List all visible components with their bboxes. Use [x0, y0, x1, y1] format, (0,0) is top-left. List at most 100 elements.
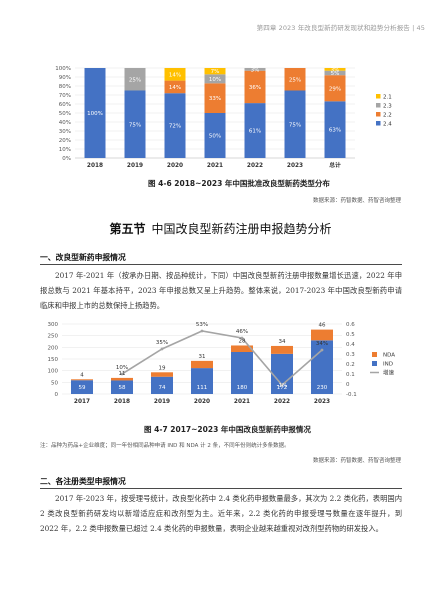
right-y-tick-label: 0	[346, 382, 350, 388]
legend-label: 2.2	[383, 113, 392, 119]
figure-source: 数据来源：药智数据、药智咨询整理	[313, 458, 402, 464]
bar-data-label: 14%	[169, 72, 181, 78]
bar-segment	[284, 90, 306, 158]
bar-data-label: 3%	[331, 67, 340, 73]
x-tick-label: 2021	[234, 399, 250, 405]
right-y-tick-label: 0.2	[346, 362, 355, 368]
figure-caption: 图 4-7 2017~2023 年中国改良型新药申报情况	[144, 425, 311, 434]
ind-data-label: 59	[79, 385, 86, 391]
approved-type-distribution-chart: 0% 10% 20% 30% 40% 50% 60% 70% 80% 90% 100% 100% 201…	[55, 66, 392, 169]
bar-data-label: 33%	[209, 96, 221, 102]
page-header: 第四章 2023 年改良型新药研发现状和趋势分析报告 | 45	[256, 24, 425, 32]
subsection-divider	[40, 264, 402, 265]
growth-point	[120, 372, 124, 376]
bar-segment	[124, 68, 146, 91]
left-y-tick-label: 50	[51, 380, 58, 386]
bar-data-label: 14%	[169, 85, 181, 91]
x-tick-label: 2018	[114, 399, 130, 405]
ind-data-label: 111	[197, 385, 208, 391]
bar-nda	[151, 372, 173, 377]
bar-ind	[271, 353, 293, 394]
legend-swatch	[376, 121, 381, 126]
section-title: 第五节 中国改良型新药注册申报趋势分析	[0, 220, 441, 237]
bar-segment	[204, 68, 226, 75]
right-y-tick-label: 0.6	[346, 322, 355, 328]
bar-segment	[244, 103, 266, 158]
growth-line	[121, 330, 323, 387]
x-tick-label: 总计	[329, 161, 341, 169]
x-tick-label: 2019	[127, 163, 143, 169]
subsection-title: 二、各注册类型申报情况	[40, 477, 126, 486]
bar-segment	[324, 68, 346, 71]
paragraph: 2017 年-2021 年（按承办日期、按品种统计，下同）中国改良型新药注册申报…	[40, 271, 402, 310]
bar-data-label: 25%	[129, 77, 141, 83]
bar-segment	[324, 70, 346, 76]
y-tick-label: 40%	[59, 120, 71, 126]
x-tick-label: 2022	[247, 163, 263, 169]
growth-point	[200, 329, 204, 333]
legend-swatch	[376, 112, 381, 117]
legend-label: 增速	[383, 369, 395, 377]
bar-data-label: 5%	[331, 71, 340, 77]
y-tick-label: 30%	[59, 129, 71, 135]
bar-data-label: 72%	[169, 124, 181, 130]
ind-data-label: 172	[277, 385, 288, 391]
growth-data-label: 35%	[156, 340, 168, 346]
y-tick-label: 0%	[62, 156, 71, 162]
bar-data-label: 10%	[209, 77, 221, 83]
bar-segment	[204, 74, 226, 84]
bar-data-label: 75%	[129, 122, 141, 128]
bar-data-label: 100%	[87, 111, 103, 117]
subsection-title: 一、改良型新药申报情况	[40, 253, 126, 262]
legend-label: 2.4	[383, 122, 392, 128]
nda-data-label: 34	[279, 339, 286, 345]
bar-data-label: 25%	[289, 77, 301, 83]
x-tick-label: 2020	[194, 399, 210, 405]
x-tick-label: 2019	[154, 399, 170, 405]
section-title-text: 中国改良型新药注册申报趋势分析	[151, 222, 332, 236]
growth-data-label: 53%	[196, 322, 208, 328]
x-tick-label: 2020	[167, 163, 183, 169]
bar-ind	[191, 368, 213, 394]
nda-data-label: 19	[159, 365, 166, 371]
bar-segment	[204, 83, 226, 113]
ind-data-label: 58	[119, 385, 126, 391]
y-tick-label: 20%	[59, 138, 71, 144]
growth-data-label: 10%	[116, 365, 128, 371]
y-tick-label: 10%	[59, 147, 71, 153]
bar-segment	[124, 90, 146, 158]
ind-data-label: 230	[317, 385, 328, 391]
legend-label: NDA	[383, 353, 395, 359]
y-tick-label: 70%	[59, 93, 71, 99]
bar-segment	[84, 68, 106, 158]
legend-label: IND	[383, 362, 393, 368]
bar-data-label: 63%	[329, 128, 341, 134]
bar-data-label: 50%	[209, 134, 221, 140]
bar-nda	[191, 360, 213, 369]
left-y-tick-label: 300	[48, 322, 59, 328]
legend-swatch	[372, 352, 377, 357]
y-tick-label: 50%	[59, 111, 71, 117]
section-number: 第五节	[109, 222, 146, 236]
bar-nda	[271, 345, 293, 354]
figure-source: 数据来源：药智数据、药智咨询整理	[313, 198, 402, 204]
x-tick-label: 2018	[87, 163, 103, 169]
left-y-tick-label: 250	[48, 334, 59, 340]
growth-data-label: 34%	[316, 341, 328, 347]
x-tick-label: 2017	[74, 399, 90, 405]
bar-data-label: 36%	[249, 85, 261, 91]
legend-label: 2.3	[383, 104, 392, 110]
left-y-tick-label: 150	[48, 357, 59, 363]
legend-swatch	[376, 94, 381, 99]
bar-data-label: 3%	[251, 67, 260, 73]
bar-nda	[111, 377, 133, 381]
growth-point	[280, 383, 284, 387]
x-tick-label: 2023	[287, 163, 303, 169]
nda-data-label: 46	[319, 323, 326, 329]
bar-segment	[324, 101, 346, 158]
bar-segment	[244, 68, 266, 71]
left-y-tick-label: 100	[48, 369, 59, 375]
bar-ind	[231, 352, 253, 394]
growth-point	[320, 348, 324, 352]
x-tick-label: 2023	[314, 399, 330, 405]
